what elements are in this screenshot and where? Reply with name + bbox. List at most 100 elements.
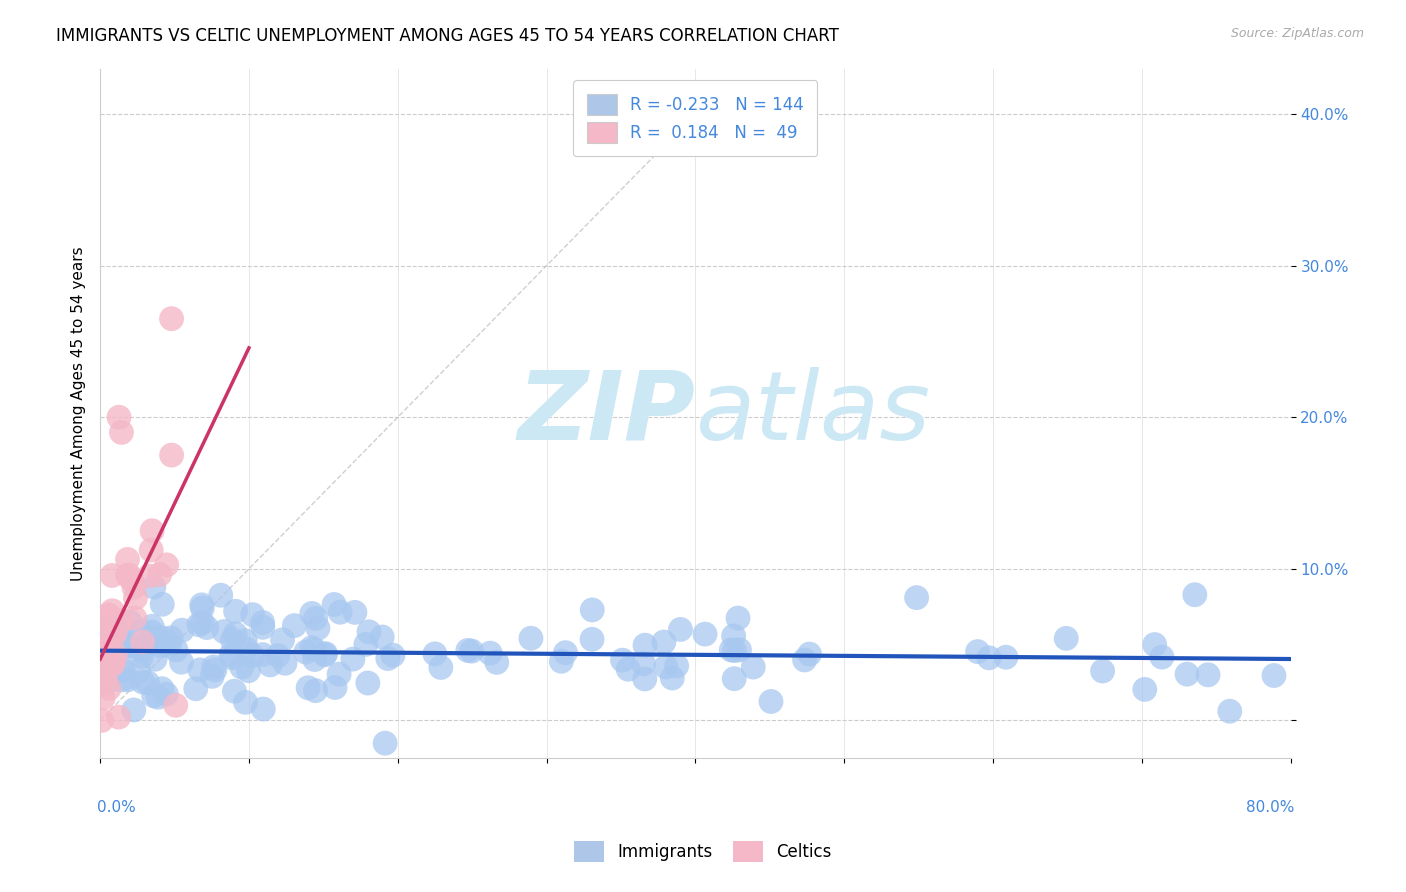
Y-axis label: Unemployment Among Ages 45 to 54 years: Unemployment Among Ages 45 to 54 years — [72, 246, 86, 581]
Point — [235, 695, 257, 709]
Point — [202, 660, 225, 674]
Point — [93, 639, 115, 653]
Point — [371, 630, 394, 644]
Point — [314, 648, 336, 662]
Point — [111, 614, 134, 628]
Point — [209, 588, 232, 602]
Point — [104, 624, 127, 639]
Point — [520, 632, 543, 646]
Point — [191, 601, 214, 615]
Point — [301, 640, 323, 655]
Point — [90, 651, 112, 665]
Point — [117, 673, 139, 687]
Point — [224, 627, 246, 641]
Point — [728, 642, 751, 657]
Point — [304, 642, 326, 657]
Point — [107, 710, 129, 724]
Point — [142, 580, 165, 594]
Point — [793, 653, 815, 667]
Point — [1219, 704, 1241, 718]
Point — [720, 643, 742, 657]
Point — [304, 683, 326, 698]
Point — [136, 675, 159, 690]
Point — [160, 448, 183, 462]
Point — [101, 657, 124, 672]
Point — [1133, 682, 1156, 697]
Point — [1143, 638, 1166, 652]
Point — [122, 703, 145, 717]
Point — [94, 648, 117, 663]
Point — [1197, 668, 1219, 682]
Point — [377, 651, 399, 665]
Point — [759, 694, 782, 708]
Point — [97, 609, 120, 624]
Point — [723, 643, 745, 657]
Point — [150, 681, 173, 696]
Point — [131, 649, 153, 664]
Point — [112, 664, 135, 678]
Point — [1184, 588, 1206, 602]
Point — [634, 638, 657, 652]
Point — [150, 597, 173, 611]
Point — [315, 647, 337, 661]
Point — [252, 702, 274, 716]
Point — [224, 684, 246, 698]
Point — [101, 642, 124, 657]
Point — [104, 648, 127, 663]
Point — [121, 572, 143, 586]
Point — [129, 641, 152, 656]
Point — [90, 714, 112, 728]
Point — [94, 655, 117, 669]
Point — [295, 645, 318, 659]
Point — [103, 655, 125, 669]
Point — [612, 653, 634, 667]
Point — [201, 669, 224, 683]
Point — [723, 672, 745, 686]
Point — [118, 639, 141, 653]
Point — [97, 653, 120, 667]
Point — [252, 615, 274, 630]
Text: atlas: atlas — [696, 367, 931, 460]
Point — [124, 611, 146, 625]
Point — [129, 624, 152, 639]
Point — [307, 621, 329, 635]
Point — [485, 656, 508, 670]
Point — [581, 603, 603, 617]
Point — [242, 607, 264, 622]
Point — [170, 624, 193, 638]
Point — [328, 667, 350, 681]
Point — [994, 650, 1017, 665]
Point — [304, 652, 326, 666]
Point — [617, 662, 640, 676]
Point — [98, 631, 121, 645]
Point — [131, 642, 153, 657]
Point — [141, 624, 163, 639]
Point — [297, 681, 319, 695]
Point — [195, 621, 218, 635]
Point — [117, 568, 139, 582]
Point — [1091, 664, 1114, 678]
Point — [143, 652, 166, 666]
Text: 80.0%: 80.0% — [1246, 800, 1294, 814]
Text: 0.0%: 0.0% — [97, 800, 135, 814]
Point — [283, 618, 305, 632]
Point — [271, 632, 294, 647]
Point — [160, 311, 183, 326]
Point — [124, 591, 146, 605]
Point — [329, 605, 352, 619]
Point — [723, 629, 745, 643]
Point — [1175, 667, 1198, 681]
Point — [160, 631, 183, 645]
Point — [430, 660, 453, 674]
Point — [157, 638, 180, 652]
Point — [977, 650, 1000, 665]
Point — [118, 567, 141, 582]
Point — [652, 635, 675, 649]
Point — [457, 643, 479, 657]
Point — [374, 736, 396, 750]
Point — [94, 670, 117, 684]
Point — [323, 598, 346, 612]
Point — [343, 606, 366, 620]
Point — [96, 628, 118, 642]
Point — [240, 648, 263, 663]
